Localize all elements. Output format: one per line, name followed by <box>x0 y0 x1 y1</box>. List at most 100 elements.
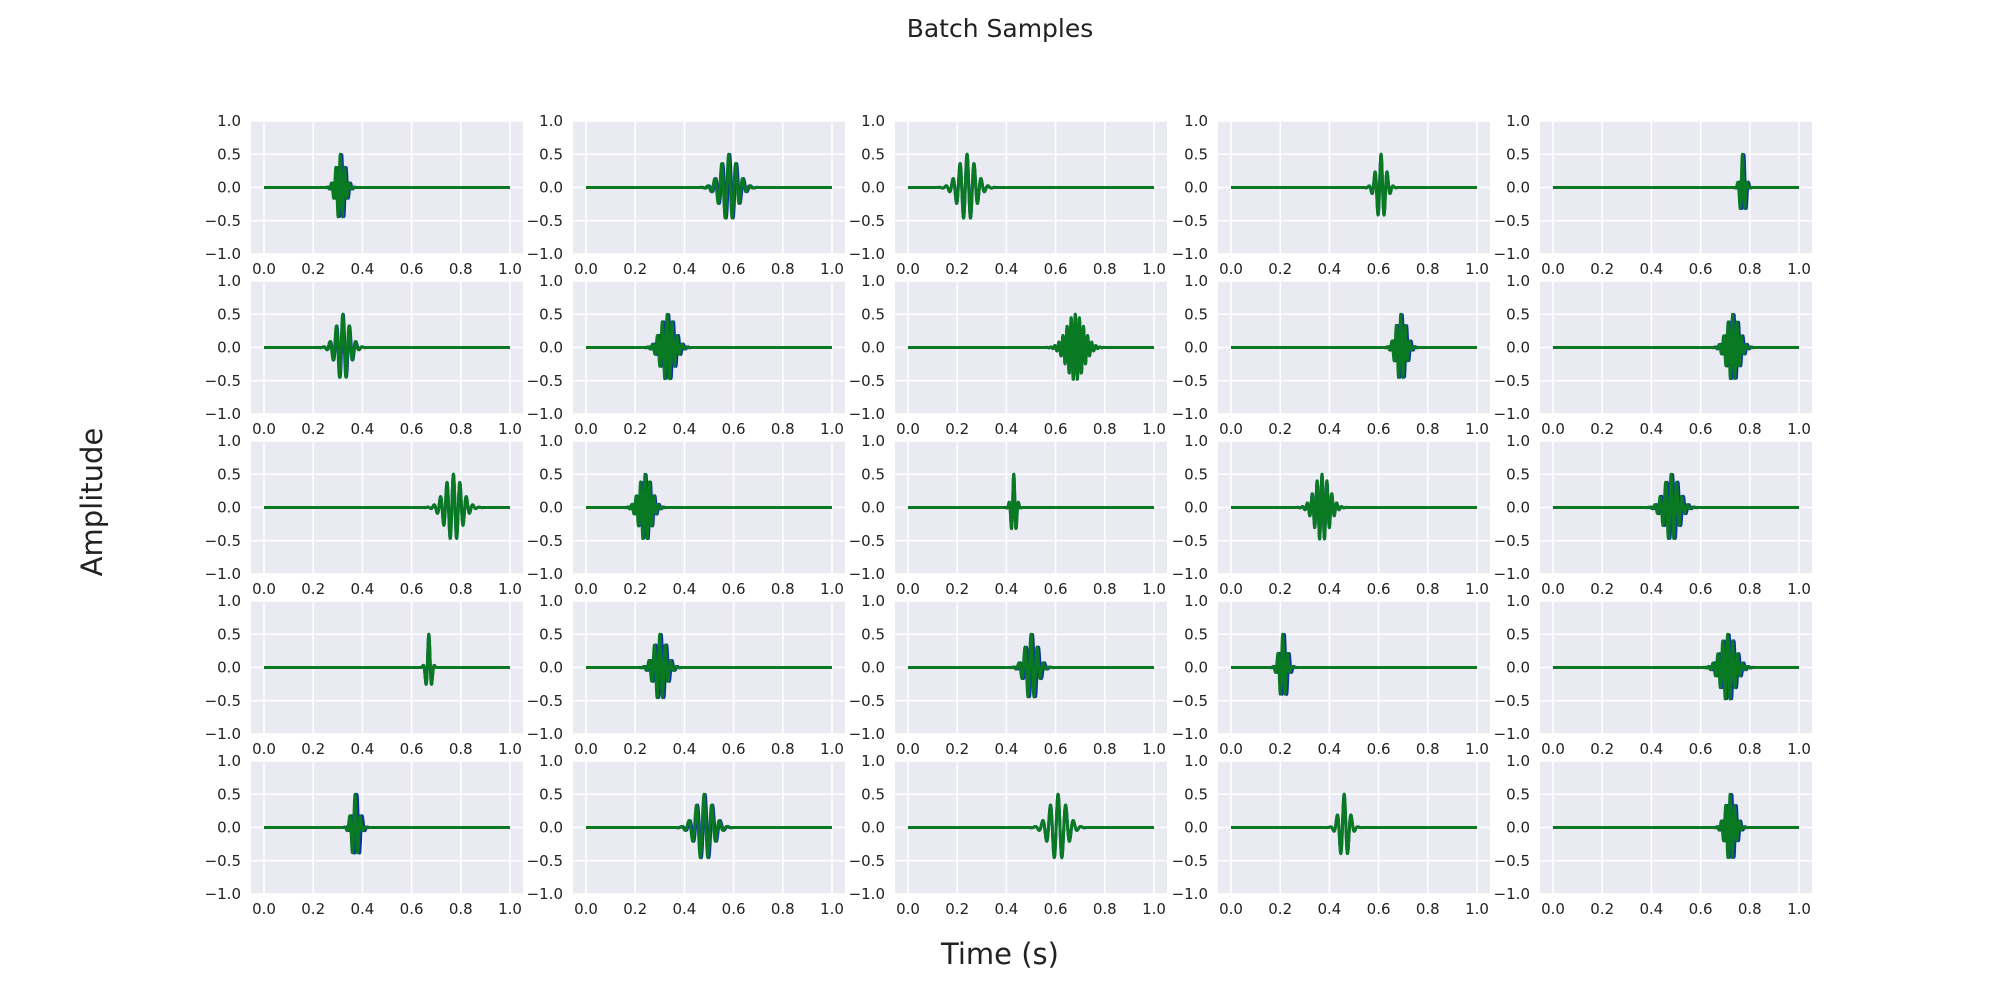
subplot-3-3: 0.0 0.2 0.4 0.6 0.8 1.0 1.0 0.5 0.0 −0.5 −1.0 <box>849 432 1167 598</box>
subplot-1-2: 0.0 0.2 0.4 0.6 0.8 1.0 1.0 0.5 0.0 −0.5 −1.0 <box>527 112 845 278</box>
y-tick-label: −0.5 <box>849 852 885 870</box>
x-tick-label: 0.8 <box>449 740 473 758</box>
x-tick-label: 0.4 <box>350 580 374 598</box>
x-tick-label: 0.2 <box>945 740 969 758</box>
y-tick-label: −1.0 <box>849 245 885 263</box>
y-tick-label: 0.5 <box>861 465 885 483</box>
y-tick-label: 1.0 <box>217 112 241 130</box>
y-tick-label: 0.0 <box>861 499 885 517</box>
y-tick-label: −1.0 <box>1172 405 1208 423</box>
y-tick-label: 0.5 <box>861 145 885 163</box>
x-tick-label: 1.0 <box>1465 260 1489 278</box>
subplot-5-1: 0.0 0.2 0.4 0.6 0.8 1.0 1.0 0.5 0.0 −0.5 −1.0 <box>205 752 523 918</box>
x-tick-label: 0.4 <box>1317 420 1341 438</box>
series-line-green <box>1229 152 1479 217</box>
y-tick-label: 1.0 <box>539 432 563 450</box>
x-tick-label: 0.6 <box>1367 260 1391 278</box>
x-tick-label: 0.2 <box>301 900 325 918</box>
x-tick-label: 0.2 <box>945 580 969 598</box>
x-tick-label: 1.0 <box>1787 900 1811 918</box>
x-tick-label: 0.0 <box>896 420 920 438</box>
x-tick-label: 0.0 <box>1219 420 1243 438</box>
x-tick-label: 1.0 <box>1465 740 1489 758</box>
y-tick-label: 0.5 <box>539 785 563 803</box>
x-tick-label: 0.2 <box>623 260 647 278</box>
y-tick-label: 0.0 <box>1506 499 1530 517</box>
y-tick-label: 1.0 <box>1506 112 1530 130</box>
y-tick-label: 0.5 <box>1184 305 1208 323</box>
y-tick-label: −0.5 <box>1172 212 1208 230</box>
x-tick-label: 0.6 <box>722 420 746 438</box>
x-tick-label: 0.8 <box>771 580 795 598</box>
x-axis-label: Time (s) <box>941 937 1059 971</box>
y-tick-label: 0.0 <box>539 659 563 677</box>
y-tick-label: −1.0 <box>527 885 563 903</box>
series-line-green <box>1551 312 1801 381</box>
series-line-green <box>262 472 512 540</box>
y-tick-label: −1.0 <box>205 885 241 903</box>
y-tick-label: −0.5 <box>205 692 241 710</box>
x-tick-label: 0.4 <box>994 900 1018 918</box>
x-tick-label: 0.8 <box>1416 740 1440 758</box>
y-axis-label: Amplitude <box>75 427 109 577</box>
y-tick-label: 0.0 <box>1506 819 1530 837</box>
subplot-4-3: 0.0 0.2 0.4 0.6 0.8 1.0 1.0 0.5 0.0 −0.5 −1.0 <box>849 592 1167 758</box>
x-tick-label: 0.6 <box>1044 900 1068 918</box>
y-tick-label: 1.0 <box>217 592 241 610</box>
y-tick-label: 0.5 <box>217 625 241 643</box>
y-tick-label: −0.5 <box>205 212 241 230</box>
x-tick-label: 0.4 <box>350 260 374 278</box>
y-tick-label: −0.5 <box>527 372 563 390</box>
x-tick-label: 0.4 <box>350 900 374 918</box>
y-tick-label: −0.5 <box>1494 852 1530 870</box>
series-line-green <box>584 312 834 381</box>
x-tick-label: 0.8 <box>449 900 473 918</box>
y-tick-label: 1.0 <box>1506 752 1530 770</box>
y-tick-label: 0.0 <box>217 339 241 357</box>
x-tick-label: 0.8 <box>1738 420 1762 438</box>
x-tick-label: 0.4 <box>1317 900 1341 918</box>
y-tick-label: −1.0 <box>849 725 885 743</box>
subplot-3-4: 0.0 0.2 0.4 0.6 0.8 1.0 1.0 0.5 0.0 −0.5 −1.0 <box>1172 432 1490 598</box>
x-tick-label: 0.0 <box>896 740 920 758</box>
y-tick-label: −1.0 <box>205 245 241 263</box>
y-tick-label: 1.0 <box>861 592 885 610</box>
x-tick-label: 0.2 <box>623 900 647 918</box>
x-tick-label: 1.0 <box>498 740 522 758</box>
x-tick-label: 0.2 <box>945 260 969 278</box>
y-tick-label: −0.5 <box>1172 372 1208 390</box>
x-tick-label: 1.0 <box>498 900 522 918</box>
y-tick-label: 0.5 <box>1184 785 1208 803</box>
subplot-2-4: 0.0 0.2 0.4 0.6 0.8 1.0 1.0 0.5 0.0 −0.5 −1.0 <box>1172 272 1490 438</box>
subplot-5-3: 0.0 0.2 0.4 0.6 0.8 1.0 1.0 0.5 0.0 −0.5 −1.0 <box>849 752 1167 918</box>
x-tick-label: 1.0 <box>1465 900 1489 918</box>
x-tick-label: 0.6 <box>1044 740 1068 758</box>
y-tick-label: −1.0 <box>1172 885 1208 903</box>
x-tick-label: 1.0 <box>1142 580 1166 598</box>
y-tick-label: 1.0 <box>861 112 885 130</box>
x-tick-label: 0.0 <box>252 580 276 598</box>
x-tick-label: 0.6 <box>722 580 746 598</box>
x-tick-label: 0.2 <box>1268 900 1292 918</box>
series-line-green <box>1551 792 1801 860</box>
y-tick-label: 0.5 <box>1506 465 1530 483</box>
y-tick-label: 1.0 <box>1184 432 1208 450</box>
y-tick-label: 0.0 <box>217 659 241 677</box>
x-tick-label: 0.6 <box>1689 740 1713 758</box>
y-tick-label: 0.0 <box>861 179 885 197</box>
x-tick-label: 0.4 <box>1639 420 1663 438</box>
x-tick-label: 0.0 <box>1541 740 1565 758</box>
x-tick-label: 0.2 <box>1268 260 1292 278</box>
series-line-green <box>262 312 512 379</box>
y-tick-label: 1.0 <box>861 432 885 450</box>
y-tick-label: 0.0 <box>1506 659 1530 677</box>
x-tick-label: 0.0 <box>1541 580 1565 598</box>
x-tick-label: 0.6 <box>1689 900 1713 918</box>
series-line-green <box>1551 632 1801 701</box>
x-tick-label: 0.6 <box>1689 580 1713 598</box>
x-tick-label: 0.0 <box>1219 740 1243 758</box>
series-line-green <box>584 632 834 700</box>
y-tick-label: 0.5 <box>539 145 563 163</box>
x-tick-label: 0.2 <box>1590 740 1614 758</box>
series-line-green <box>1229 472 1479 541</box>
